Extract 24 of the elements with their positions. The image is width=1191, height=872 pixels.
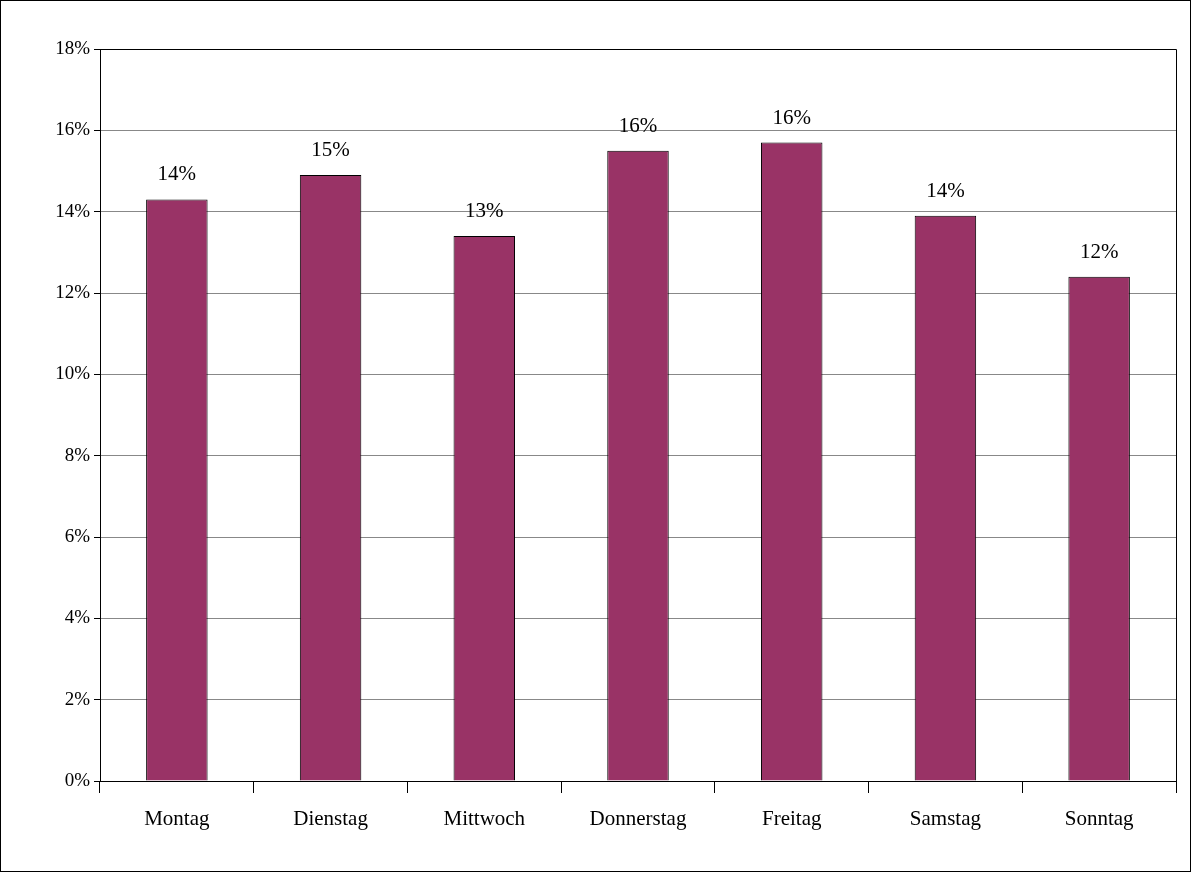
y-tick-label: 2% [64,687,91,709]
y-tick-label: 10% [55,362,91,384]
x-tick-label: Donnerstag [589,806,687,831]
y-tick-label: 12% [55,280,91,302]
y-tick-label: 8% [64,443,91,465]
y-tick-label: 16% [55,118,91,140]
x-tick-label: Dienstag [293,806,369,831]
x-tick-label: Samstag [909,806,982,831]
y-tick-label: 14% [55,199,91,221]
data-label: 16% [618,112,658,137]
x-tick-label: Mittwoch [443,806,526,831]
data-label: 15% [311,137,350,162]
y-tick-label: 4% [64,606,91,628]
x-tick-label: Sonntag [1064,806,1135,831]
y-tick-label: 0% [64,768,91,790]
y-tick-label: 18% [55,36,91,58]
data-label: 12% [1079,238,1119,263]
data-label: 16% [772,104,811,129]
x-tick-label: Montag [144,806,211,831]
x-tick-label: Freitag [761,806,822,831]
data-label: 14% [157,161,197,186]
data-label: 13% [465,198,504,223]
data-label: 14% [926,177,965,202]
y-tick-label: 6% [64,524,91,546]
